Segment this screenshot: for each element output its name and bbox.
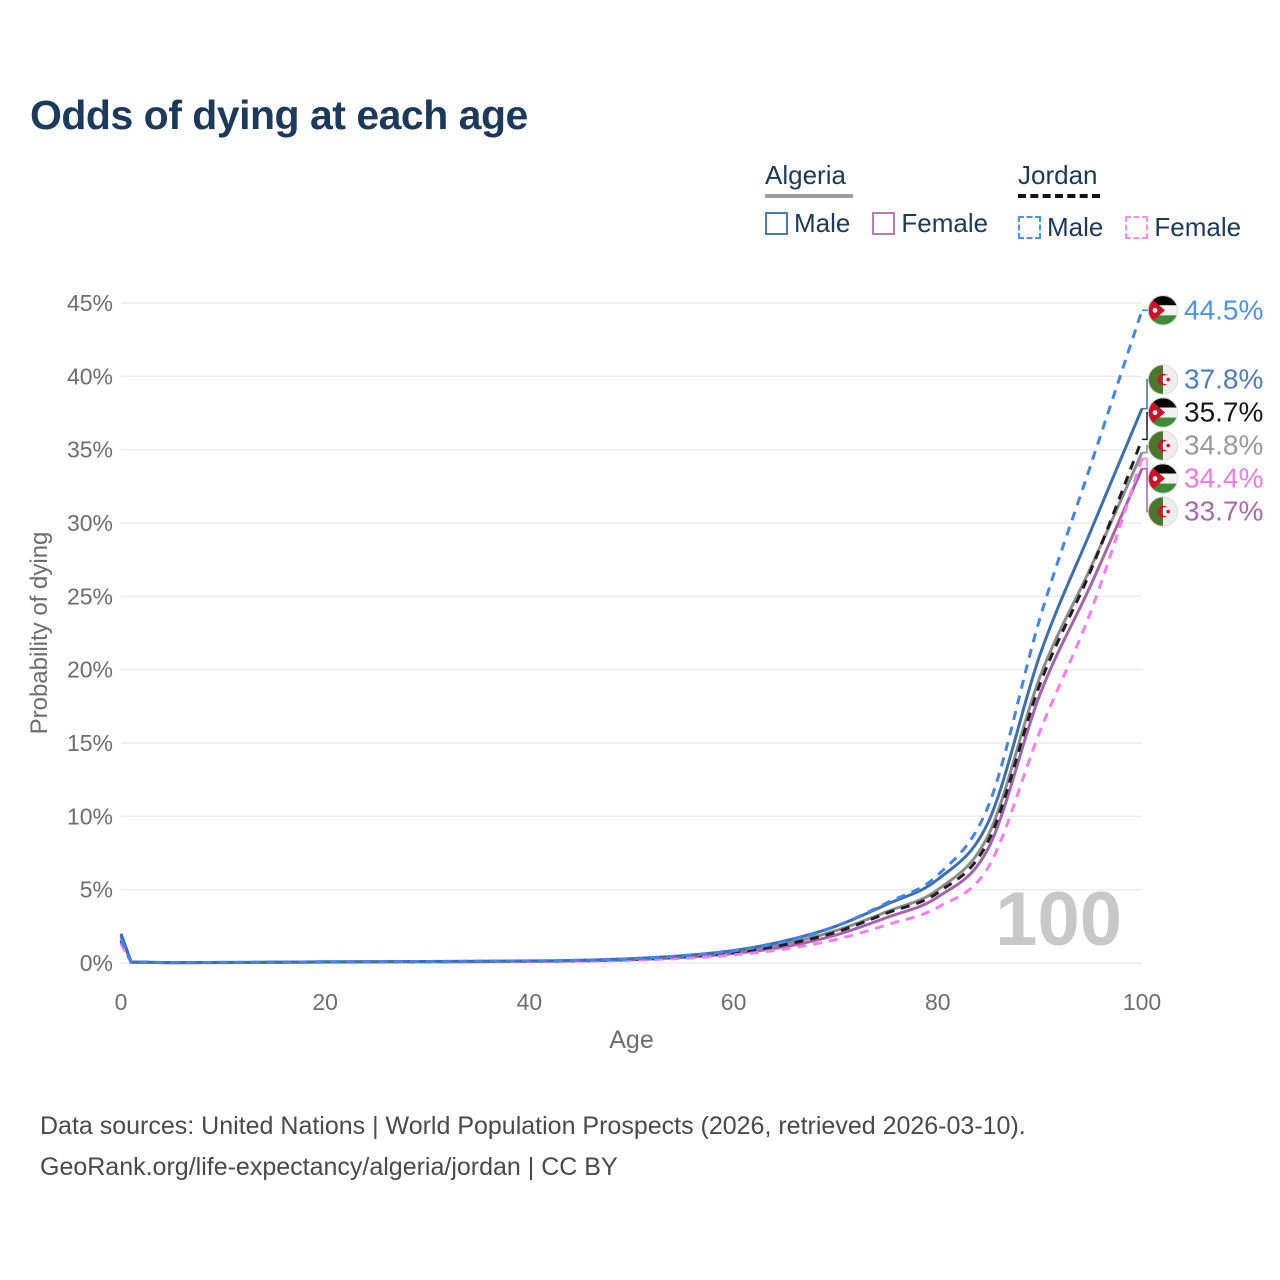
legend-swatch-algeria-male — [765, 212, 788, 235]
legend-item-jordan-female[interactable]: Female — [1125, 212, 1241, 243]
legend-item-algeria-male[interactable]: Male — [765, 208, 850, 239]
y-tick-label: 25% — [67, 583, 113, 609]
legend-dashed-line-sample — [1018, 194, 1100, 202]
series-line-algeria-male[interactable] — [119, 408, 1144, 965]
legend-swatch-jordan-male — [1018, 216, 1041, 239]
footer: Data sources: United Nations | World Pop… — [40, 1106, 1026, 1188]
series-line-jordan-female[interactable] — [119, 458, 1144, 965]
end-label-connector-algeria-total — [1142, 444, 1148, 454]
legend-item-algeria-female[interactable]: Female — [872, 208, 988, 239]
x-tick-label: 60 — [721, 989, 747, 1015]
attribution-link[interactable]: GeoRank.org/life-expectancy/algeria/jord… — [40, 1153, 618, 1181]
flag-icon-jordan — [1148, 463, 1179, 494]
legend-item-jordan-male[interactable]: Male — [1018, 212, 1103, 243]
flag-icon-algeria — [1148, 496, 1179, 527]
x-tick-label: 0 — [115, 989, 128, 1015]
legend-group-algeria: Algeria Male Female — [765, 160, 988, 239]
legend-country-label: Jordan — [1018, 160, 1098, 190]
x-tick-label: 80 — [925, 989, 951, 1015]
end-value-label-algeria-female: 33.7% — [1184, 496, 1263, 527]
end-label-connector-algeria-female — [1142, 467, 1148, 513]
y-axis-title: Probability of dying — [26, 532, 53, 735]
flag-icon-jordan — [1148, 295, 1179, 326]
legend-solid-line-sample — [765, 194, 853, 198]
data-source-text: Data sources: United Nations | World Pop… — [40, 1112, 1026, 1140]
legend-item-label: Female — [1154, 212, 1242, 242]
y-tick-label: 30% — [67, 510, 113, 536]
end-label-connector-jordan-total — [1142, 411, 1148, 441]
y-tick-label: 20% — [67, 657, 113, 683]
end-value-label-jordan-total: 35.7% — [1184, 397, 1263, 428]
y-tick-label: 15% — [67, 730, 113, 756]
line-chart: 0% 5% 10% 15% 20% 25% 30% 35% 40% 45% 100 0 20 40 60 80… — [26, 290, 1263, 1054]
flag-icon-jordan — [1148, 397, 1179, 428]
page-title: Odds of dying at each age — [30, 92, 528, 138]
end-value-label-algeria-male: 37.8% — [1184, 364, 1263, 395]
legend-country-label: Algeria — [765, 160, 846, 190]
end-value-label-algeria-total: 34.8% — [1184, 430, 1263, 461]
x-tick-label: 20 — [312, 989, 338, 1015]
y-tick-label: 35% — [67, 437, 113, 463]
end-value-label-jordan-female: 34.4% — [1184, 463, 1263, 494]
x-axis-title: Age — [609, 1026, 653, 1054]
y-tick-label: 5% — [80, 877, 113, 903]
series-line-jordan-male[interactable] — [119, 309, 1144, 965]
y-tick-label: 0% — [80, 950, 113, 976]
flag-icon-algeria — [1148, 364, 1179, 395]
legend-item-label: Male — [794, 208, 851, 238]
y-tick-label: 45% — [67, 290, 113, 316]
series-line-algeria-total[interactable] — [119, 451, 1144, 965]
x-tick-label: 100 — [1123, 989, 1161, 1015]
legend-swatch-jordan-female — [1125, 216, 1149, 239]
series-line-jordan-total[interactable] — [119, 438, 1144, 965]
end-value-label-jordan-male: 44.5% — [1184, 294, 1263, 325]
legend-item-label: Male — [1047, 212, 1104, 242]
flag-icon-algeria — [1148, 430, 1179, 461]
x-tick-label: 40 — [517, 989, 543, 1015]
legend-item-label: Female — [901, 208, 989, 238]
end-label-connector-algeria-male — [1142, 378, 1148, 410]
y-tick-label: 10% — [67, 803, 113, 829]
y-tick-label: 40% — [67, 363, 113, 389]
series-line-algeria-female[interactable] — [119, 468, 1144, 965]
age-watermark: 100 — [995, 877, 1122, 962]
legend-group-jordan: Jordan Male Female — [1018, 160, 1241, 243]
legend-swatch-algeria-female — [872, 212, 896, 235]
